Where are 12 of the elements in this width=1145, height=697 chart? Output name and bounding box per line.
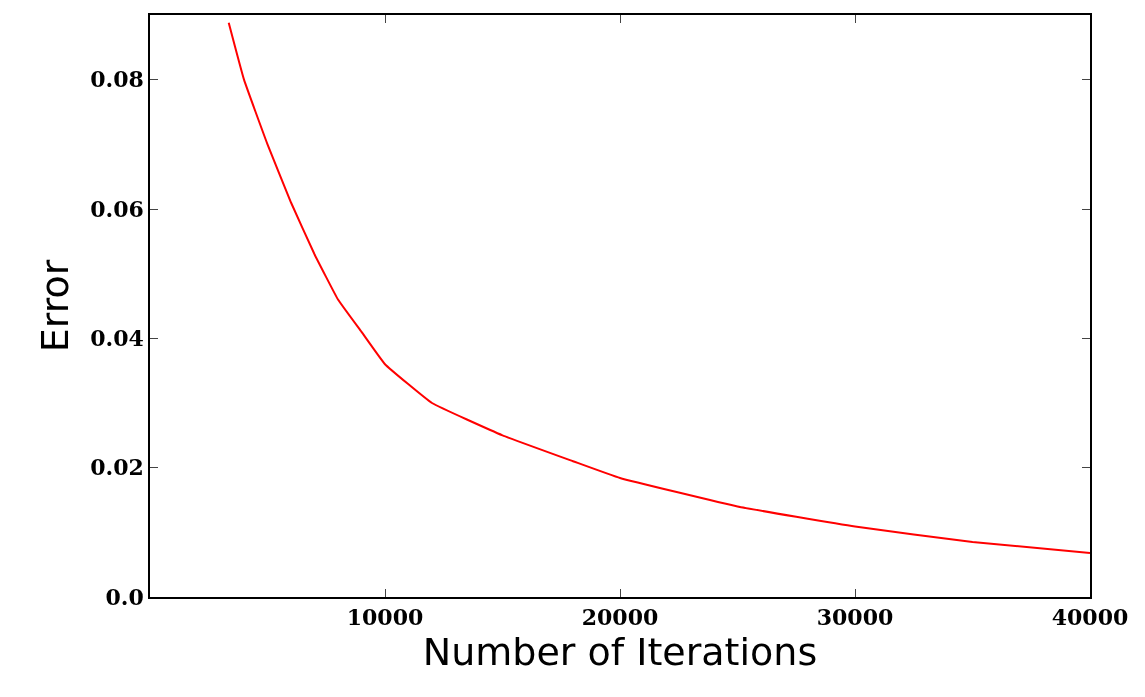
x-axis-title: Number of Iterations bbox=[422, 630, 818, 675]
y-tick-label: 0.0 bbox=[105, 583, 144, 610]
line-series bbox=[227, 21, 1090, 555]
x-tick-label: 40000 bbox=[1051, 604, 1129, 631]
x-tick-label: 10000 bbox=[346, 604, 424, 631]
y-tick-label: 0.02 bbox=[90, 454, 144, 481]
y-axis-title: Error bbox=[32, 259, 77, 353]
y-tick-label: 0.08 bbox=[90, 66, 144, 93]
y-tick-label: 0.06 bbox=[90, 195, 144, 222]
y-tick-label: 0.04 bbox=[90, 325, 144, 352]
x-tick-label: 30000 bbox=[816, 604, 894, 631]
x-tick-label: 20000 bbox=[581, 604, 659, 631]
